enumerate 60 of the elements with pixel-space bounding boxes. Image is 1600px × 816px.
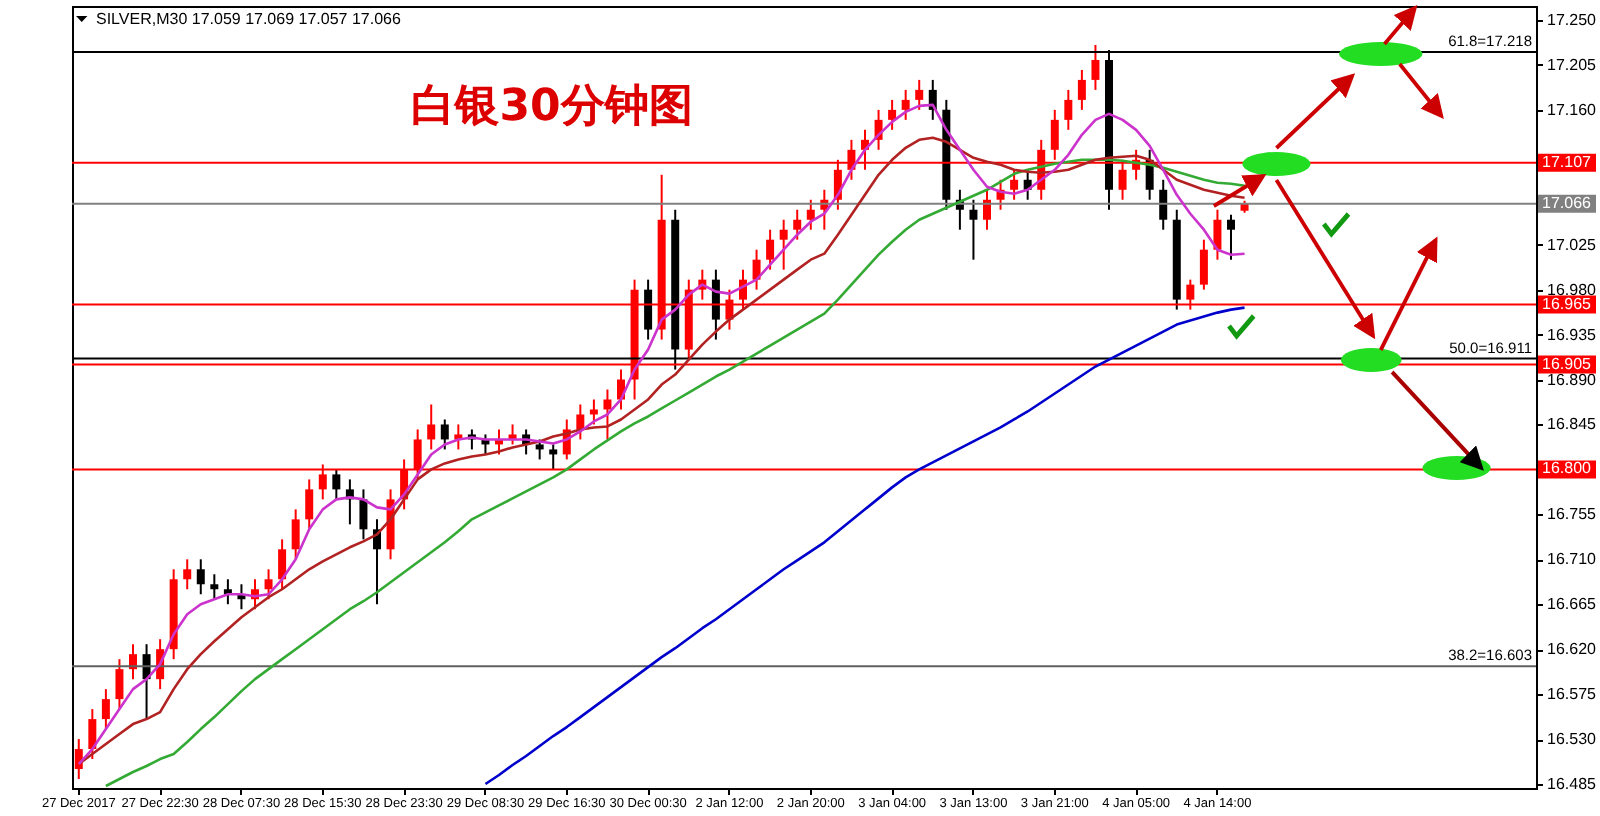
y-tick-label: 16.530 — [1547, 730, 1598, 749]
ref-line-label: 16.965 — [1542, 294, 1593, 313]
candlestick — [196, 558, 205, 596]
candlestick — [766, 228, 775, 271]
y-tick-label: 17.205 — [1547, 55, 1598, 74]
candlestick — [359, 488, 368, 541]
candlestick — [440, 418, 449, 451]
candlestick — [183, 558, 192, 591]
candlestick — [1213, 208, 1222, 261]
y-tick-label: 16.755 — [1547, 505, 1598, 524]
candlestick — [589, 398, 598, 426]
candlestick — [969, 198, 978, 261]
y-tick-label: 16.710 — [1547, 550, 1598, 569]
candlestick — [88, 708, 97, 761]
y-tick-label: 16.620 — [1547, 640, 1598, 659]
candlestick — [806, 198, 815, 231]
candlestick — [101, 688, 110, 731]
y-tick-label: 16.575 — [1547, 685, 1598, 704]
candlestick — [915, 78, 924, 111]
y-tick-label: 16.845 — [1547, 415, 1598, 434]
candlestick — [779, 218, 788, 271]
candlestick — [644, 278, 653, 341]
candlestick — [576, 403, 585, 441]
candlestick — [115, 658, 124, 711]
ref-line-label: 17.107 — [1542, 152, 1593, 171]
candlestick — [983, 188, 991, 231]
candlestick — [535, 438, 544, 461]
line-series — [484, 306, 1246, 786]
ref-line-label: 17.066 — [1542, 193, 1593, 212]
candlestick — [1091, 43, 1100, 91]
y-tick-label: 16.665 — [1547, 595, 1598, 614]
y-tick-label: 17.250 — [1547, 10, 1598, 29]
candlestick — [793, 208, 802, 241]
candlestick — [1064, 88, 1073, 131]
y-tick-label: 17.025 — [1547, 235, 1598, 254]
candlestick — [1077, 68, 1086, 111]
y-tick-label: 16.980 — [1547, 280, 1598, 299]
candlestick — [264, 568, 273, 601]
candlestick — [1199, 238, 1208, 291]
candlestick — [1227, 213, 1235, 261]
candlestick — [603, 388, 612, 441]
candlestick — [427, 403, 436, 451]
candlestick — [291, 508, 300, 561]
ref-line-label: 16.800 — [1542, 459, 1593, 478]
candlestick — [888, 98, 897, 131]
candlestick — [210, 573, 219, 601]
candlestick — [901, 88, 910, 121]
ref-line-label: 16.905 — [1542, 354, 1593, 373]
y-tick-label: 16.890 — [1547, 370, 1598, 389]
candlestick — [1010, 168, 1019, 201]
candlestick — [278, 538, 287, 591]
y-tick-label: 16.935 — [1547, 325, 1598, 344]
y-tick-label: 17.160 — [1547, 100, 1598, 119]
candlestick — [1159, 178, 1168, 231]
candlestick — [549, 443, 558, 471]
y-tick-label: 16.485 — [1547, 775, 1598, 794]
candlestick — [305, 478, 314, 531]
candlestick — [332, 468, 341, 501]
text: 白银30分钟图 — [411, 82, 693, 132]
chart-subtitle: SILVER,M30 17.059 17.069 17.057 17.066 — [96, 10, 402, 28]
